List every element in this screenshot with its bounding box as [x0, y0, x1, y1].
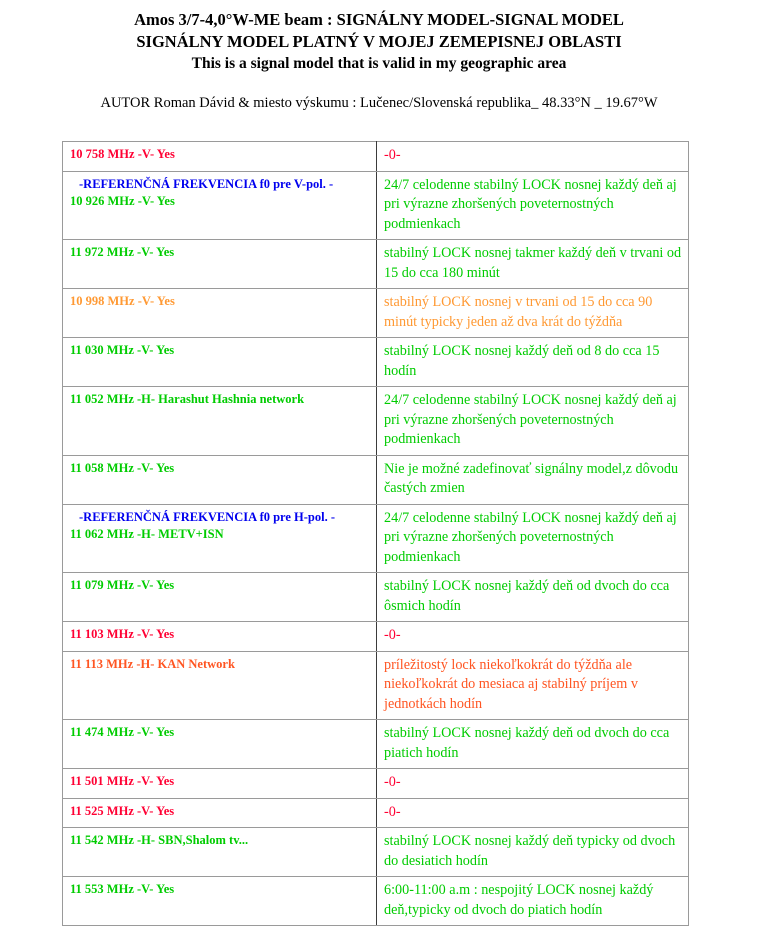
- table-row: 11 052 MHz -H- Harashut Hashnia network 2…: [62, 386, 689, 456]
- table-row: 11 113 MHz -H- KAN Network príležitostý l…: [62, 650, 689, 720]
- signal-description-cell: stabilný LOCK nosnej každý deň typicky o…: [376, 827, 689, 877]
- frequency-label: 11 103 MHz -V- Yes: [70, 627, 175, 641]
- frequency-label: 11 058 MHz -V- Yes: [70, 460, 175, 475]
- frequency-label: 10 758 MHz -V- Yes: [70, 147, 175, 161]
- page-title-line-2: SIGNÁLNY MODEL PLATNÝ V MOJEJ ZEMEPISNEJ…: [136, 32, 622, 51]
- signal-description-cell: -0-: [376, 797, 689, 828]
- frequency-cell: 11 474 MHz -V- Yes: [62, 719, 377, 769]
- table-row: 11 972 MHz -V- Yes stabilný LOCK nosnej t…: [62, 239, 689, 289]
- frequency-label: 11 474 MHz -V- Yes: [70, 725, 175, 739]
- signal-model-table-container: 10 758 MHz -V- Yes -0- -REFERENČNÁ FREKVEN…: [62, 141, 689, 926]
- signal-description-cell: 6:00-11:00 a.m : nespojitý LOCK nosnej k…: [376, 876, 689, 926]
- frequency-cell: 11 553 MHz -V- Yes: [62, 876, 377, 926]
- signal-description-cell: 24/7 celodenne stabilný LOCK nosnej každ…: [376, 386, 689, 456]
- frequency-label: 11 542 MHz -H- SBN,Shalom tv...: [70, 833, 249, 847]
- author-and-location-line: AUTOR Roman Dávid & miesto výskumu : Luč…: [100, 95, 658, 111]
- reference-frequency-label: -REFERENČNÁ FREKVENCIA f0 pre H-pol. -: [79, 509, 336, 524]
- table-row: 10 758 MHz -V- Yes -0-: [62, 141, 689, 172]
- frequency-cell: 11 972 MHz -V- Yes: [62, 239, 377, 289]
- page-title-line-1: Amos 3/7-4,0°W-ME beam : SIGNÁLNY MODEL-…: [134, 10, 624, 29]
- frequency-label: 10 926 MHz -V- Yes: [70, 193, 175, 208]
- table-row: 11 501 MHz -V- Yes -0-: [62, 768, 689, 799]
- table-row: 11 525 MHz -V- Yes -0-: [62, 797, 689, 828]
- signal-description-cell: -0-: [376, 141, 689, 172]
- frequency-label: 11 501 MHz -V- Yes: [70, 774, 175, 788]
- frequency-label: 11 972 MHz -V- Yes: [70, 245, 175, 259]
- frequency-cell: 11 113 MHz -H- KAN Network: [62, 650, 377, 720]
- frequency-label: 11 079 MHz -V- Yes: [70, 578, 175, 592]
- table-row: 11 030 MHz -V- Yes stabilný LOCK nosnej k…: [62, 337, 689, 387]
- signal-description-cell: -0-: [376, 768, 689, 799]
- frequency-cell: 11 079 MHz -V- Yes: [62, 572, 377, 622]
- table-row: -REFERENČNÁ FREKVENCIA f0 pre V-pol. - 10…: [62, 170, 689, 240]
- signal-model-table-body: 10 758 MHz -V- Yes -0- -REFERENČNÁ FREKVEN…: [62, 141, 689, 926]
- table-row: 11 474 MHz -V- Yes stabilný LOCK nosnej k…: [62, 719, 689, 769]
- frequency-label: 11 113 MHz -H- KAN Network: [70, 656, 235, 671]
- table-row: 11 103 MHz -V- Yes -0-: [62, 621, 689, 652]
- signal-description-cell: stabilný LOCK nosnej takmer každý deň v …: [376, 239, 689, 289]
- table-row: 11 542 MHz -H- SBN,Shalom tv... stabilný …: [62, 827, 689, 877]
- frequency-cell: -REFERENČNÁ FREKVENCIA f0 pre H-pol. - 11…: [62, 503, 377, 573]
- table-row: 10 998 MHz -V- Yes stabilný LOCK nosnej v…: [62, 288, 689, 338]
- frequency-label: 11 052 MHz -H- Harashut Hashnia network: [70, 392, 305, 406]
- frequency-cell: 11 542 MHz -H- SBN,Shalom tv...: [62, 827, 377, 877]
- frequency-cell: 11 525 MHz -V- Yes: [62, 797, 377, 828]
- page-title-line-3: This is a signal model that is valid in …: [191, 55, 567, 72]
- signal-model-table: 10 758 MHz -V- Yes -0- -REFERENČNÁ FREKVEN…: [62, 141, 689, 926]
- table-row: 11 553 MHz -V- Yes 6:00-11:00 a.m : nespo…: [62, 876, 689, 926]
- signal-description-cell: -0-: [376, 621, 689, 652]
- table-row: -REFERENČNÁ FREKVENCIA f0 pre H-pol. - 11…: [62, 503, 689, 573]
- signal-description-cell: stabilný LOCK nosnej v trvani od 15 do c…: [376, 288, 689, 338]
- frequency-label: 11 525 MHz -V- Yes: [70, 803, 175, 818]
- frequency-label: 11 062 MHz -H- METV+ISN: [70, 526, 224, 541]
- signal-description-cell: stabilný LOCK nosnej každý deň od dvoch …: [376, 572, 689, 622]
- signal-description-cell: príležitostý lock niekoľkokrát do týždňa…: [376, 650, 689, 720]
- signal-description-cell: 24/7 celodenne stabilný LOCK nosnej každ…: [376, 170, 689, 240]
- frequency-cell: 11 103 MHz -V- Yes: [62, 621, 377, 652]
- table-row: 11 058 MHz -V- Yes Nie je možné zadefinov…: [62, 454, 689, 505]
- signal-description-cell: 24/7 celodenne stabilný LOCK nosnej každ…: [376, 503, 689, 573]
- frequency-cell: 11 058 MHz -V- Yes: [62, 454, 377, 505]
- frequency-cell: 11 030 MHz -V- Yes: [62, 337, 377, 387]
- document-header: Amos 3/7-4,0°W-ME beam : SIGNÁLNY MODEL-…: [0, 0, 758, 112]
- frequency-label: 11 553 MHz -V- Yes: [70, 882, 175, 896]
- frequency-cell: 11 501 MHz -V- Yes: [62, 768, 377, 799]
- frequency-label: 11 030 MHz -V- Yes: [70, 343, 175, 357]
- reference-frequency-label: -REFERENČNÁ FREKVENCIA f0 pre V-pol. -: [79, 176, 334, 191]
- frequency-cell: 11 052 MHz -H- Harashut Hashnia network: [62, 386, 377, 456]
- signal-description-cell: Nie je možné zadefinovať signálny model,…: [376, 454, 689, 505]
- signal-description-cell: stabilný LOCK nosnej každý deň od 8 do c…: [376, 337, 689, 387]
- frequency-cell: 10 998 MHz -V- Yes: [62, 288, 377, 338]
- signal-description-cell: stabilný LOCK nosnej každý deň od dvoch …: [376, 719, 689, 769]
- table-row: 11 079 MHz -V- Yes stabilný LOCK nosnej k…: [62, 572, 689, 622]
- frequency-label: 10 998 MHz -V- Yes: [70, 294, 175, 308]
- frequency-cell: -REFERENČNÁ FREKVENCIA f0 pre V-pol. - 10…: [62, 170, 377, 240]
- frequency-cell: 10 758 MHz -V- Yes: [62, 141, 377, 172]
